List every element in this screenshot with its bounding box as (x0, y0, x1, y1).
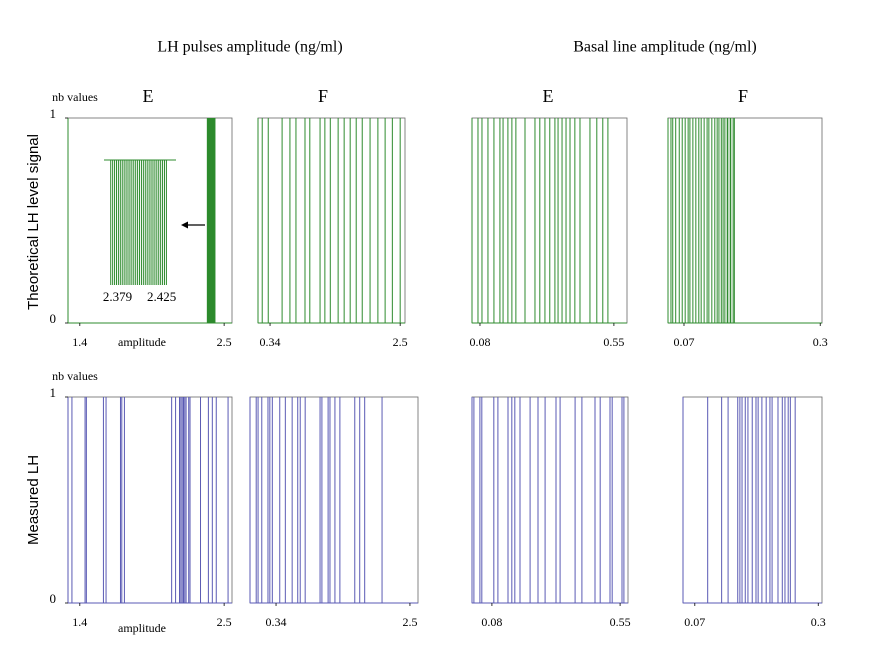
panel-frame (249, 396, 419, 604)
panel-title: E (143, 86, 154, 106)
x-tick-label: 0.07 (673, 335, 694, 349)
row-label: Measured LH (25, 455, 42, 545)
y-tick-label: 1 (50, 385, 57, 400)
y-axis-label: nb values (52, 90, 98, 104)
panel-title: F (318, 86, 328, 106)
panel-title: E (543, 86, 554, 106)
x-tick-label: 2.5 (217, 335, 232, 349)
y-tick-label: 0 (50, 591, 57, 606)
y-tick-label: 0 (50, 311, 57, 326)
x-tick-label: 0.3 (813, 335, 828, 349)
group-title: LH pulses amplitude (ng/ml) (157, 39, 342, 56)
x-tick-label: 0.55 (610, 615, 631, 629)
x-tick-label: 1.4 (72, 335, 87, 349)
group-title: Basal line amplitude (ng/ml) (573, 39, 757, 56)
inset-tick-label: 2.425 (147, 289, 176, 304)
row-label: Theoretical LH level signal (25, 134, 42, 310)
x-axis-label: amplitude (118, 621, 166, 635)
x-tick-label: 0.08 (481, 615, 502, 629)
x-tick-label: 0.55 (603, 335, 624, 349)
x-tick-label: 0.3 (811, 615, 826, 629)
x-tick-label: 0.08 (469, 335, 490, 349)
x-tick-label: 2.5 (402, 615, 417, 629)
panel-frame (667, 117, 823, 324)
inset-tick-label: 2.379 (103, 289, 132, 304)
x-tick-label: 1.4 (72, 615, 87, 629)
panel-frame (471, 396, 629, 604)
x-tick-label: 0.34 (266, 615, 287, 629)
inset-arrowhead (181, 221, 188, 229)
panel-frame (257, 117, 406, 324)
y-tick-label: 1 (50, 106, 57, 121)
x-tick-label: 0.07 (684, 615, 705, 629)
x-tick-label: 2.5 (217, 615, 232, 629)
panel-title: F (738, 86, 748, 106)
y-axis-label: nb values (52, 369, 98, 383)
panel-frame (67, 396, 233, 604)
x-tick-label: 2.5 (393, 335, 408, 349)
x-axis-label: amplitude (118, 335, 166, 349)
x-tick-label: 0.34 (260, 335, 281, 349)
